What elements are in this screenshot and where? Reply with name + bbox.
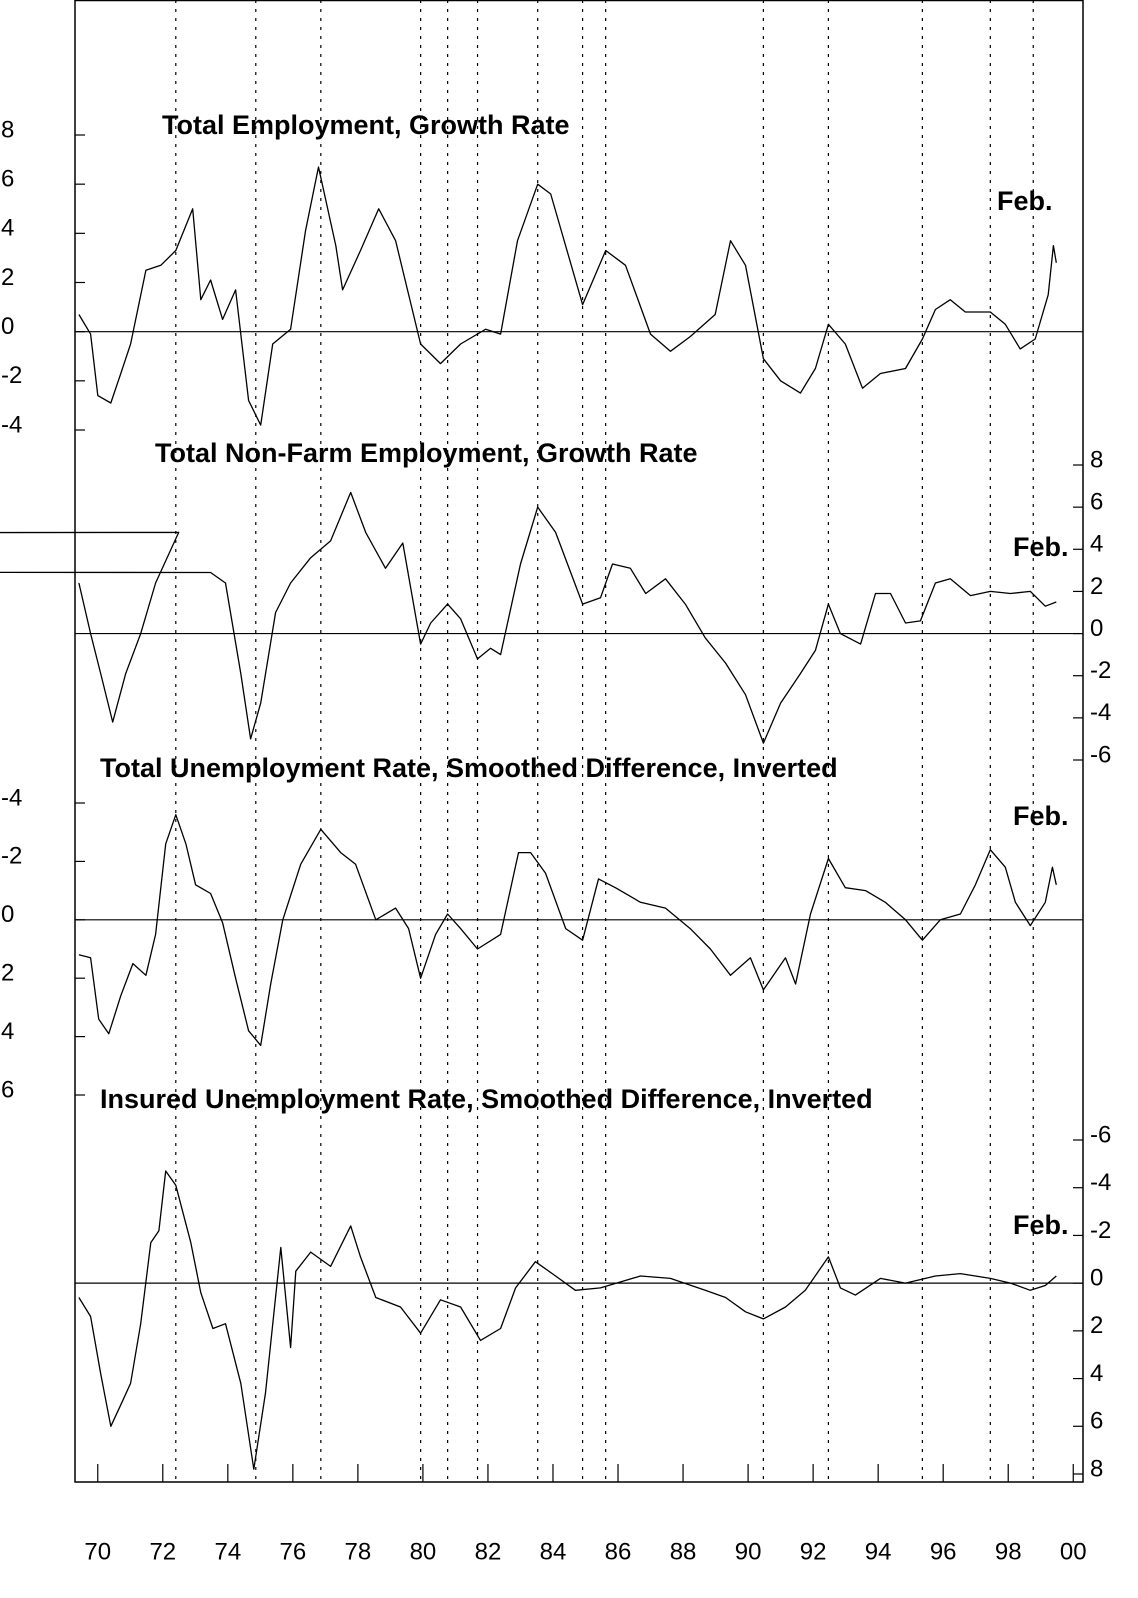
y-tick-label: 0 (1090, 615, 1103, 642)
y-tick-label: 8 (1090, 1455, 1103, 1482)
panel-title: Total Non-Farm Employment, Growth Rate (155, 438, 698, 468)
x-tick-label: 94 (865, 1538, 892, 1565)
x-tick-label: 00 (1060, 1538, 1087, 1565)
y-tick-label: -2 (1, 843, 22, 870)
annotation: Feb. (997, 186, 1053, 216)
x-tick-label: 70 (84, 1538, 111, 1565)
y-tick-label: 6 (1, 166, 14, 193)
x-tick-label: 96 (930, 1538, 957, 1565)
x-tick-label: 92 (800, 1538, 827, 1565)
y-tick-label: -4 (1, 411, 22, 438)
y-tick-label: -6 (1090, 741, 1111, 768)
x-tick-label: 88 (670, 1538, 697, 1565)
y-tick-label: 8 (1090, 446, 1103, 473)
panel-title: Total Unemployment Rate, Smoothed Differ… (100, 753, 838, 783)
y-tick-label: 0 (1090, 1264, 1103, 1291)
y-tick-label: 6 (1, 1076, 14, 1103)
y-tick-label: -2 (1090, 657, 1111, 684)
series-line (0, 491, 1057, 744)
x-tick-label: 72 (149, 1538, 176, 1565)
y-tick-label: 0 (1, 313, 14, 340)
y-tick-label: -2 (1, 362, 22, 389)
x-tick-label: 90 (735, 1538, 762, 1565)
x-tick-label: 98 (995, 1538, 1022, 1565)
x-tick-label: 82 (475, 1538, 502, 1565)
y-tick-label: 2 (1, 264, 14, 291)
annotation: Feb. (1013, 801, 1069, 831)
y-tick-label: 4 (1, 1018, 14, 1045)
series-line (78, 1170, 1057, 1470)
x-tick-label: 86 (605, 1538, 632, 1565)
y-tick-label: -4 (1090, 699, 1111, 726)
x-tick-label: 80 (410, 1538, 437, 1565)
y-tick-label: 6 (1090, 1408, 1103, 1435)
y-tick-label: 4 (1090, 1360, 1103, 1387)
y-tick-label: 8 (1, 116, 14, 143)
y-tick-label: -4 (1, 784, 22, 811)
panel-title: Insured Unemployment Rate, Smoothed Diff… (100, 1084, 873, 1114)
x-tick-label: 84 (540, 1538, 567, 1565)
annotation: Feb. (1013, 1210, 1069, 1240)
x-tick-label: 76 (280, 1538, 307, 1565)
y-tick-label: -6 (1090, 1121, 1111, 1148)
y-tick-label: 6 (1090, 488, 1103, 515)
annotation: Feb. (1013, 532, 1069, 562)
series-line (78, 814, 1057, 1047)
y-tick-label: 4 (1, 215, 14, 242)
panel-title: Total Employment, Growth Rate (162, 110, 570, 140)
y-tick-label: -2 (1090, 1217, 1111, 1244)
y-tick-label: 0 (1, 901, 14, 928)
plot-frame (74, 0, 1084, 1483)
x-tick-label: 74 (214, 1538, 241, 1565)
series-line (78, 166, 1057, 426)
y-tick-label: 4 (1090, 531, 1103, 558)
y-tick-label: 2 (1, 960, 14, 987)
x-tick-label: 78 (345, 1538, 372, 1565)
y-tick-label: 2 (1090, 573, 1103, 600)
y-tick-label: -4 (1090, 1169, 1111, 1196)
y-tick-label: 2 (1090, 1312, 1103, 1339)
